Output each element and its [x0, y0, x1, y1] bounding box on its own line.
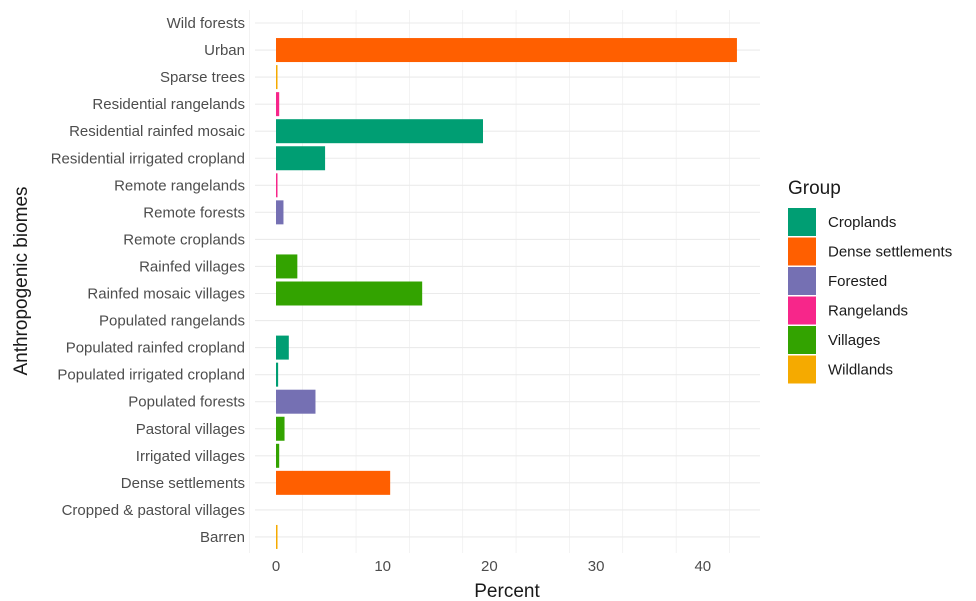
legend-title: Group: [788, 178, 841, 199]
legend-key-croplands: [788, 208, 816, 236]
y-tick-label: Remote croplands: [123, 231, 245, 248]
x-tick-label: 10: [374, 558, 391, 575]
bar-populated-rainfed-cropland: [276, 335, 289, 360]
y-tick-label: Dense settlements: [121, 475, 245, 492]
y-tick-label: Pastoral villages: [136, 421, 245, 438]
y-tick-label: Wild forests: [167, 15, 245, 32]
y-tick-label: Cropped & pastoral villages: [62, 502, 245, 519]
legend-label: Croplands: [828, 214, 896, 231]
y-tick-label: Remote forests: [143, 204, 245, 221]
x-tick-label: 40: [694, 558, 711, 575]
bar-rainfed-mosaic-villages: [276, 281, 423, 306]
y-tick-label: Rainfed villages: [139, 258, 245, 275]
y-tick-label: Sparse trees: [160, 69, 245, 86]
y-tick-label: Urban: [204, 42, 245, 59]
bar-populated-forests: [276, 389, 316, 414]
bar-remote-forests: [276, 200, 284, 225]
legend-key-rangelands: [788, 296, 816, 325]
legend-key-wildlands: [788, 355, 816, 384]
y-tick-label: Populated irrigated cropland: [57, 367, 245, 384]
x-tick-label: 20: [481, 558, 498, 575]
legend-label: Dense settlements: [828, 244, 952, 261]
x-tick-labels: 0 10 20 30 40: [272, 558, 711, 575]
bar-rainfed-villages: [276, 254, 298, 279]
bar-residential-rangelands: [276, 92, 280, 117]
y-tick-label: Rainfed mosaic villages: [87, 286, 245, 303]
bar-residential-rainfed-mosaic: [276, 119, 483, 144]
x-axis-title: Percent: [474, 581, 540, 601]
y-tick-label: Barren: [200, 529, 245, 546]
legend-key-dense-settlements: [788, 237, 816, 266]
bar-sparse-trees: [276, 65, 278, 90]
legend-label: Wildlands: [828, 362, 893, 379]
y-tick-label: Remote rangelands: [114, 177, 245, 194]
legend-key-forested: [788, 267, 816, 295]
y-tick-label: Irrigated villages: [136, 448, 245, 465]
legend-label: Villages: [828, 332, 880, 349]
bar-urban: [276, 38, 737, 63]
bars: [276, 38, 737, 549]
bar-pastoral-villages: [276, 416, 285, 441]
y-tick-label: Residential irrigated cropland: [51, 150, 245, 167]
legend: Group Croplands Dense settlements Forested…: [788, 178, 952, 384]
y-tick-label: Residential rangelands: [92, 96, 245, 113]
x-tick-label: 30: [588, 558, 605, 575]
legend-key-villages: [788, 326, 816, 354]
legend-label: Rangelands: [828, 303, 908, 320]
bar-dense-settlements: [276, 470, 391, 495]
bar-populated-irrigated-cropland: [276, 362, 279, 387]
y-tick-label: Populated forests: [128, 394, 245, 411]
y-tick-label: Residential rainfed mosaic: [69, 123, 245, 140]
y-axis-title: Anthropogenic biomes: [11, 186, 32, 375]
y-tick-label: Populated rainfed cropland: [66, 340, 245, 357]
bar-remote-rangelands: [276, 173, 278, 198]
y-tick-label: Populated rangelands: [99, 313, 245, 330]
legend-label: Forested: [828, 273, 887, 290]
bar-irrigated-villages: [276, 443, 280, 468]
bar-residential-irrigated-cropland: [276, 146, 326, 171]
y-tick-labels: Wild forests Urban Sparse trees Residential…: [51, 15, 246, 546]
bar-barren: [276, 524, 278, 549]
x-tick-label: 0: [272, 558, 280, 575]
